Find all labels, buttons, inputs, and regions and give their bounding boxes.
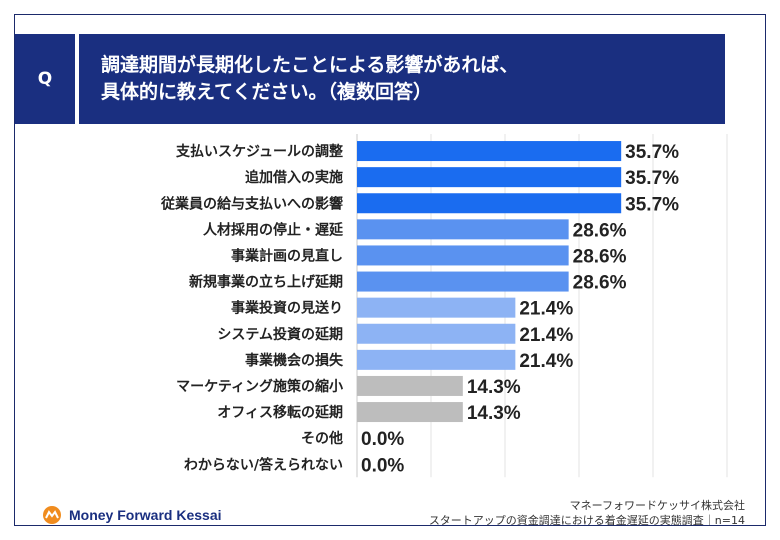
value-label: 0.0%: [361, 429, 404, 450]
money-forward-logo-icon: [43, 506, 61, 524]
bar: [357, 297, 516, 318]
category-label: 事業機会の損失: [245, 352, 344, 369]
value-label: 0.0%: [361, 455, 404, 476]
value-label: 35.7%: [625, 142, 679, 163]
value-label: 28.6%: [573, 246, 627, 267]
category-label: 人材採用の停止・遅延: [203, 221, 344, 238]
category-label: 事業計画の見直し: [231, 247, 343, 264]
question-badge: Q: [15, 34, 75, 124]
bar-chart: 支払いスケジュールの調整 35.7% 追加借入の実施 35.7% 従業員の給与支払いへの…: [160, 134, 728, 478]
question-line-2: 具体的に教えてください。（複数回答）: [101, 81, 432, 103]
source-note: マネーフォワードケッサイ株式会社 スタートアップの資金調達における着金遅延の実態…: [429, 498, 745, 528]
category-label: 追加借入の実施: [245, 169, 343, 186]
value-label: 35.7%: [625, 168, 679, 189]
bar: [357, 141, 622, 162]
source-company: マネーフォワードケッサイ株式会社: [569, 499, 745, 512]
category-label: 支払いスケジュールの調整: [175, 143, 344, 160]
brand-logo: Money Forward Kessai: [41, 505, 222, 525]
bar: [357, 323, 516, 344]
bar: [357, 245, 569, 266]
value-label: 21.4%: [519, 351, 573, 372]
value-label: 21.4%: [519, 325, 573, 346]
category-label: わからない/答えられない: [184, 456, 343, 473]
category-label: オフィス移転の延期: [217, 404, 343, 421]
value-label: 35.7%: [625, 194, 679, 215]
bar: [357, 349, 516, 370]
category-label: マーケティング施策の縮小: [176, 378, 343, 395]
value-label: 28.6%: [573, 220, 627, 241]
bar: [357, 167, 622, 188]
value-label: 21.4%: [519, 299, 573, 320]
chart-frame: Q 調達期間が長期化したことによる影響があれば、 具体的に教えてください。（複数…: [14, 14, 766, 528]
bar: [357, 271, 569, 292]
value-label: 14.3%: [467, 403, 521, 424]
category-label: 事業投資の見送り: [231, 300, 343, 317]
question-line-1: 調達期間が長期化したことによる影響があれば、: [101, 54, 519, 76]
value-label: 28.6%: [573, 273, 627, 294]
question-title: 調達期間が長期化したことによる影響があれば、 具体的に教えてください。（複数回答…: [79, 34, 725, 124]
bar: [357, 375, 463, 396]
bar: [357, 193, 622, 214]
bar: [357, 402, 463, 423]
bar: [357, 219, 569, 240]
question-header: Q 調達期間が長期化したことによる影響があれば、 具体的に教えてください。（複数…: [15, 34, 725, 124]
category-label: 新規事業の立ち上げ延期: [189, 274, 343, 291]
header-separator: [75, 34, 79, 124]
category-label: 従業員の給与支払いへの影響: [160, 195, 343, 212]
category-label: その他: [301, 430, 343, 447]
logo-text: Money Forward Kessai: [69, 507, 222, 523]
value-label: 14.3%: [467, 377, 521, 398]
source-survey: スタートアップの資金調達における着金遅延の実態調査｜n=14: [428, 514, 745, 527]
category-label: システム投資の延期: [217, 326, 343, 343]
